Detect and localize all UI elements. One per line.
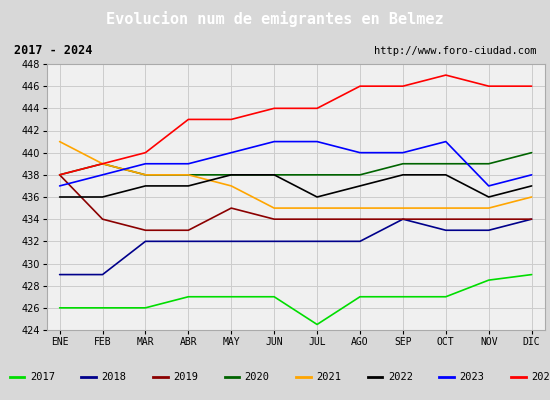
Text: 2019: 2019	[173, 372, 198, 382]
Text: http://www.foro-ciudad.com: http://www.foro-ciudad.com	[374, 46, 536, 56]
Text: Evolucion num de emigrantes en Belmez: Evolucion num de emigrantes en Belmez	[106, 11, 444, 27]
Text: 2018: 2018	[101, 372, 127, 382]
Text: 2021: 2021	[316, 372, 341, 382]
Text: 2017: 2017	[30, 372, 55, 382]
Text: 2020: 2020	[245, 372, 270, 382]
Text: 2023: 2023	[459, 372, 485, 382]
Text: 2022: 2022	[388, 372, 413, 382]
Text: 2024: 2024	[531, 372, 550, 382]
Text: 2017 - 2024: 2017 - 2024	[14, 44, 92, 58]
